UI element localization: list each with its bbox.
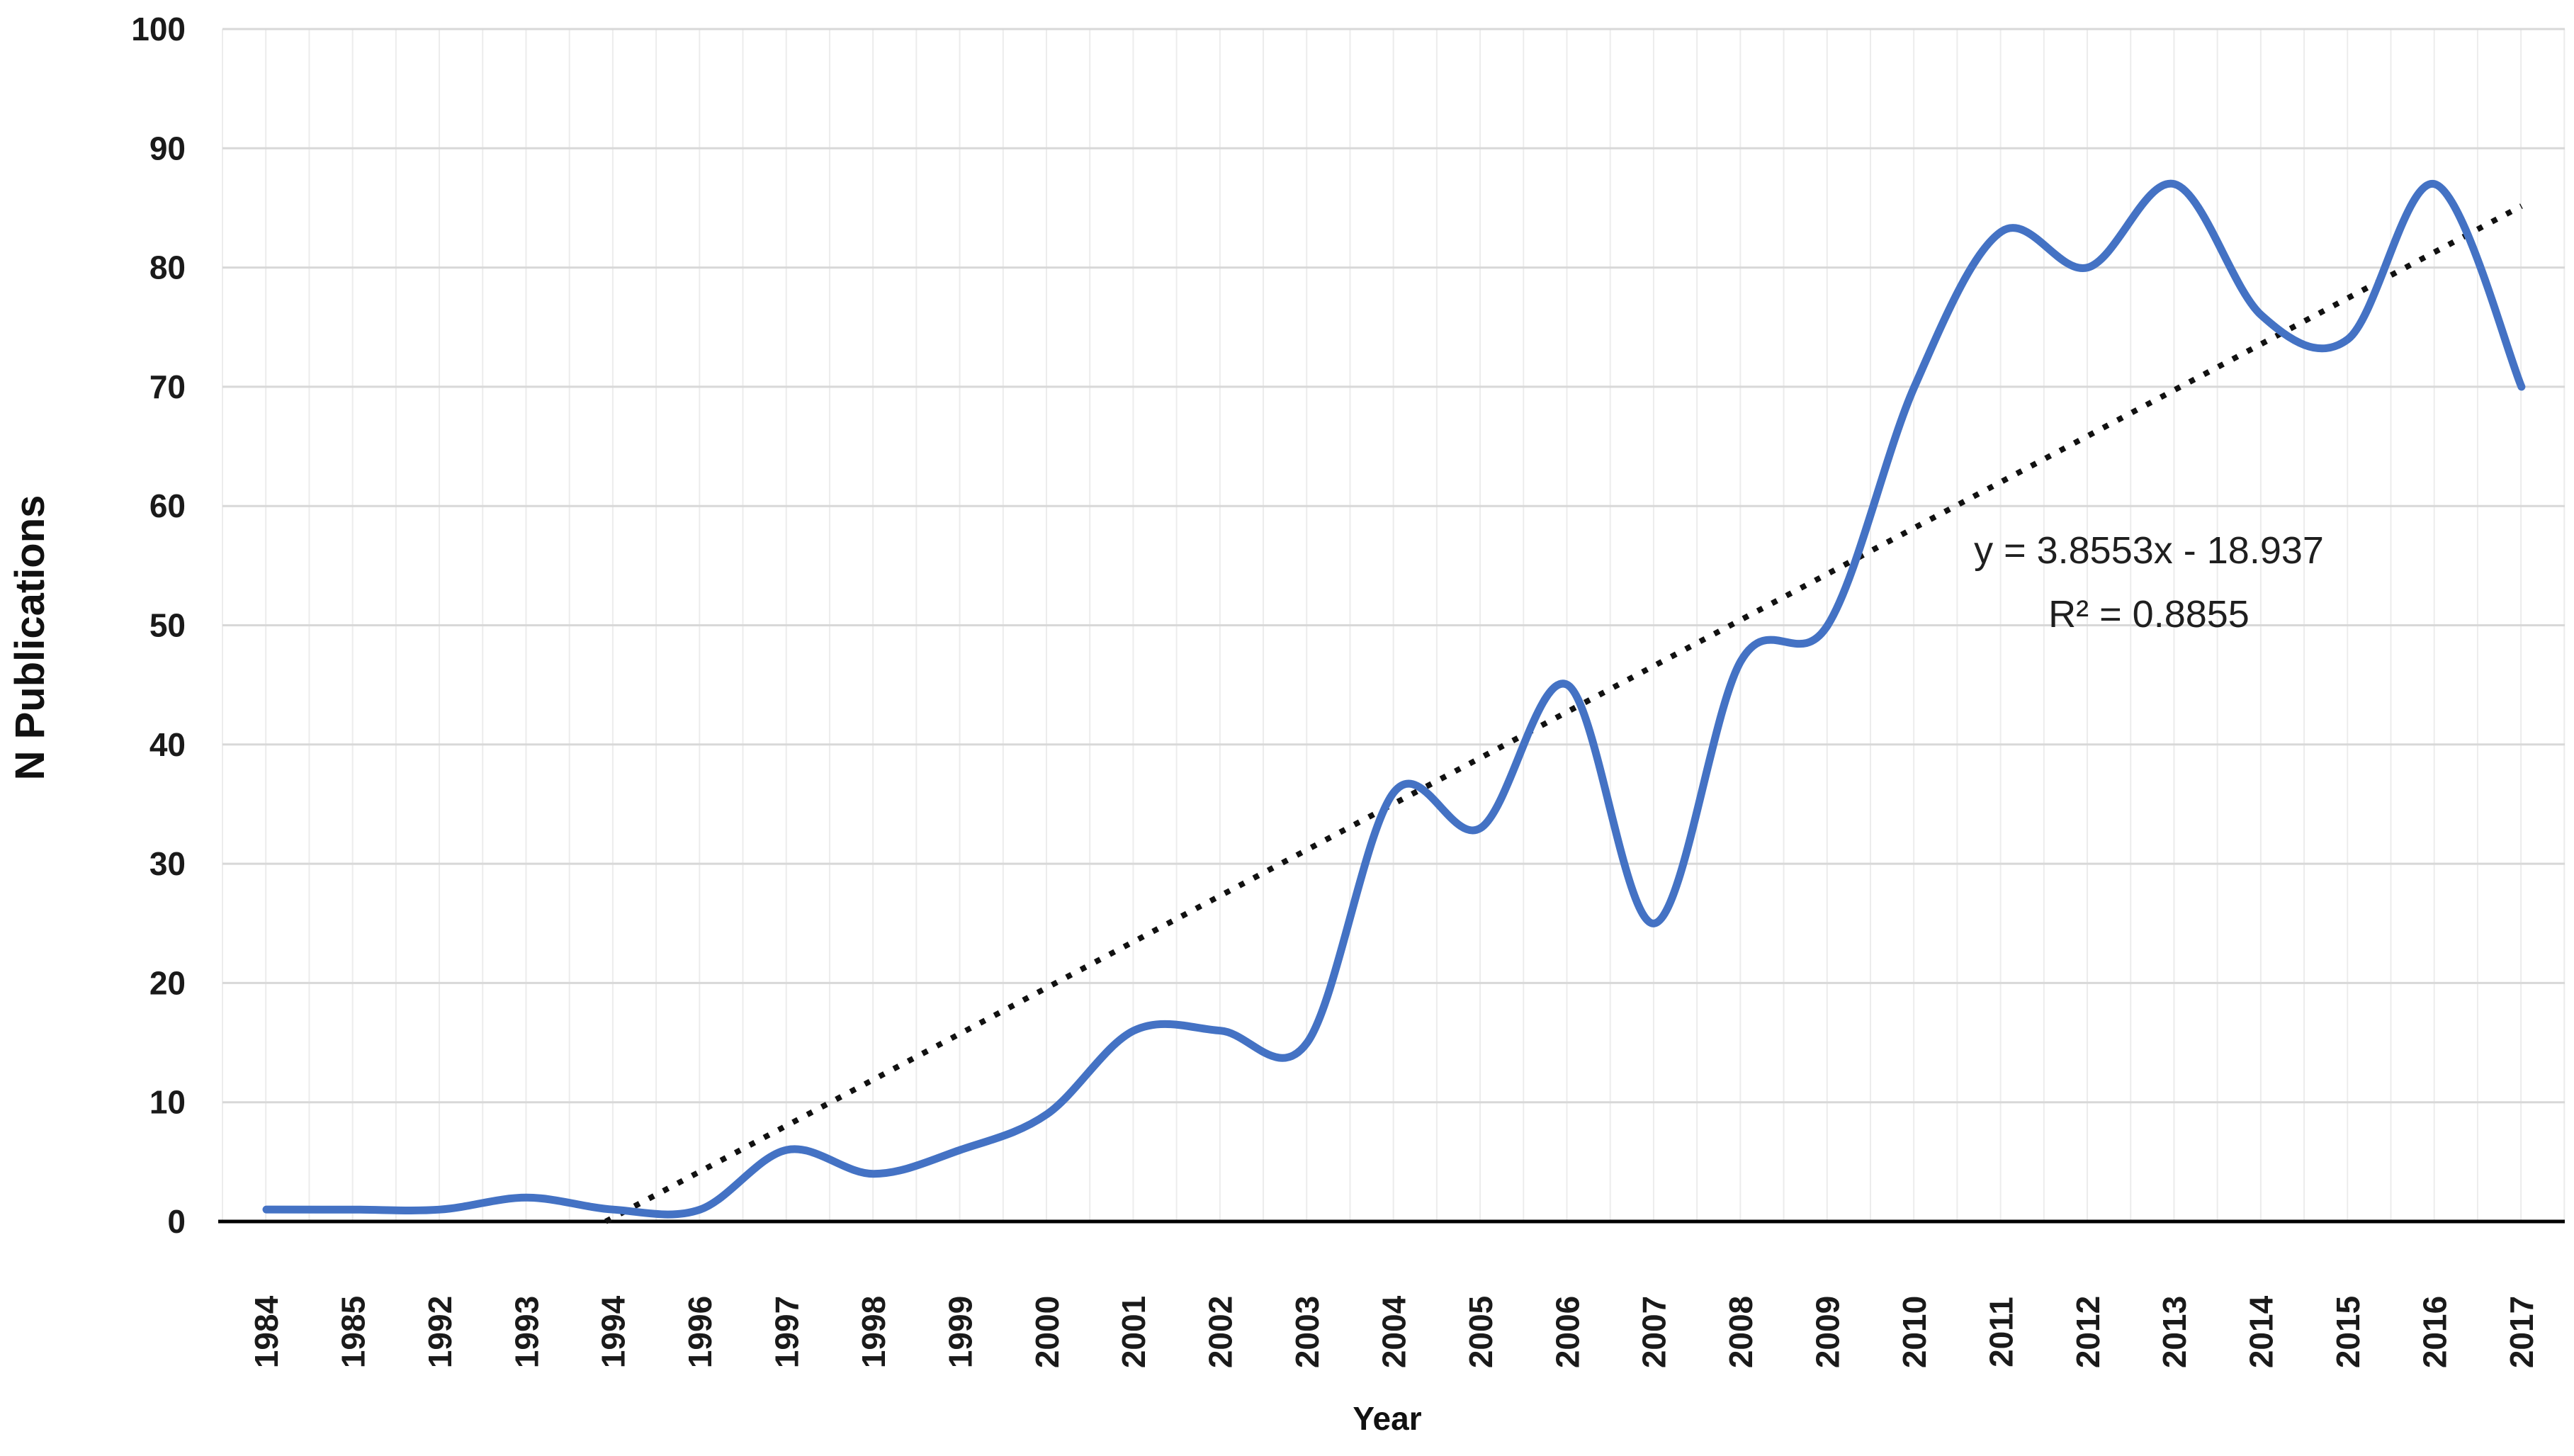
y-tick-label: 40 — [149, 726, 186, 763]
trendline-equation-label: y = 3.8553x - 18.937 — [1974, 529, 2324, 572]
y-tick-label: 50 — [149, 607, 186, 644]
y-tick-label: 70 — [149, 368, 186, 405]
y-tick-label: 10 — [149, 1084, 186, 1121]
y-axis-title: N Publications — [7, 495, 53, 781]
x-tick-label: 2013 — [2156, 1296, 2193, 1368]
x-tick-label: 2008 — [1722, 1296, 1759, 1368]
x-tick-label: 2002 — [1202, 1296, 1239, 1368]
y-tick-label: 90 — [149, 130, 186, 167]
x-tick-label: 2016 — [2417, 1296, 2454, 1368]
publications-series-line — [262, 179, 2526, 1219]
x-tick-label: 2007 — [1636, 1296, 1673, 1368]
x-tick-label: 1985 — [334, 1296, 371, 1368]
x-tick-label: 2009 — [1810, 1296, 1846, 1368]
x-tick-label: 2001 — [1115, 1296, 1152, 1368]
x-tick-label: 2003 — [1289, 1296, 1326, 1368]
x-tick-label: 1984 — [248, 1295, 285, 1368]
x-axis-title: Year — [1353, 1400, 1421, 1437]
y-tick-label: 30 — [149, 845, 186, 882]
x-tick-label: 2014 — [2243, 1295, 2280, 1368]
x-tick-label: 1997 — [769, 1296, 806, 1368]
x-tick-label: 2017 — [2503, 1296, 2540, 1368]
y-tick-label: 100 — [131, 11, 186, 47]
y-tick-label: 60 — [149, 487, 186, 524]
x-tick-label: 1994 — [595, 1295, 632, 1368]
trendline-r2-label: R² = 0.8855 — [2048, 593, 2250, 636]
x-tick-label: 2000 — [1029, 1296, 1066, 1368]
tick-labels-layer: 0 10 20 30 40 50 60 70 80 90 100 1984 1985 1992 1993 19… — [131, 11, 2540, 1368]
x-tick-label: 1996 — [682, 1296, 718, 1368]
x-tick-label: 2006 — [1549, 1296, 1586, 1368]
x-tick-label: 1993 — [508, 1296, 545, 1368]
x-tick-label: 1999 — [942, 1296, 978, 1368]
x-tick-label: 1992 — [422, 1296, 458, 1368]
x-tick-label: 2004 — [1375, 1295, 1412, 1368]
x-tick-label: 2011 — [1982, 1297, 2019, 1367]
x-tick-label: 1998 — [855, 1296, 892, 1368]
x-tick-label: 2015 — [2330, 1296, 2366, 1368]
y-tick-label: 20 — [149, 964, 186, 1001]
series-layer — [262, 179, 2526, 1224]
y-tick-label: 0 — [167, 1203, 186, 1240]
x-tick-label: 2012 — [2070, 1296, 2106, 1368]
trendline-dotted — [604, 203, 2523, 1224]
x-tick-label: 2010 — [1896, 1296, 1933, 1368]
x-tick-label: 2005 — [1462, 1296, 1499, 1368]
y-tick-label: 80 — [149, 249, 186, 286]
